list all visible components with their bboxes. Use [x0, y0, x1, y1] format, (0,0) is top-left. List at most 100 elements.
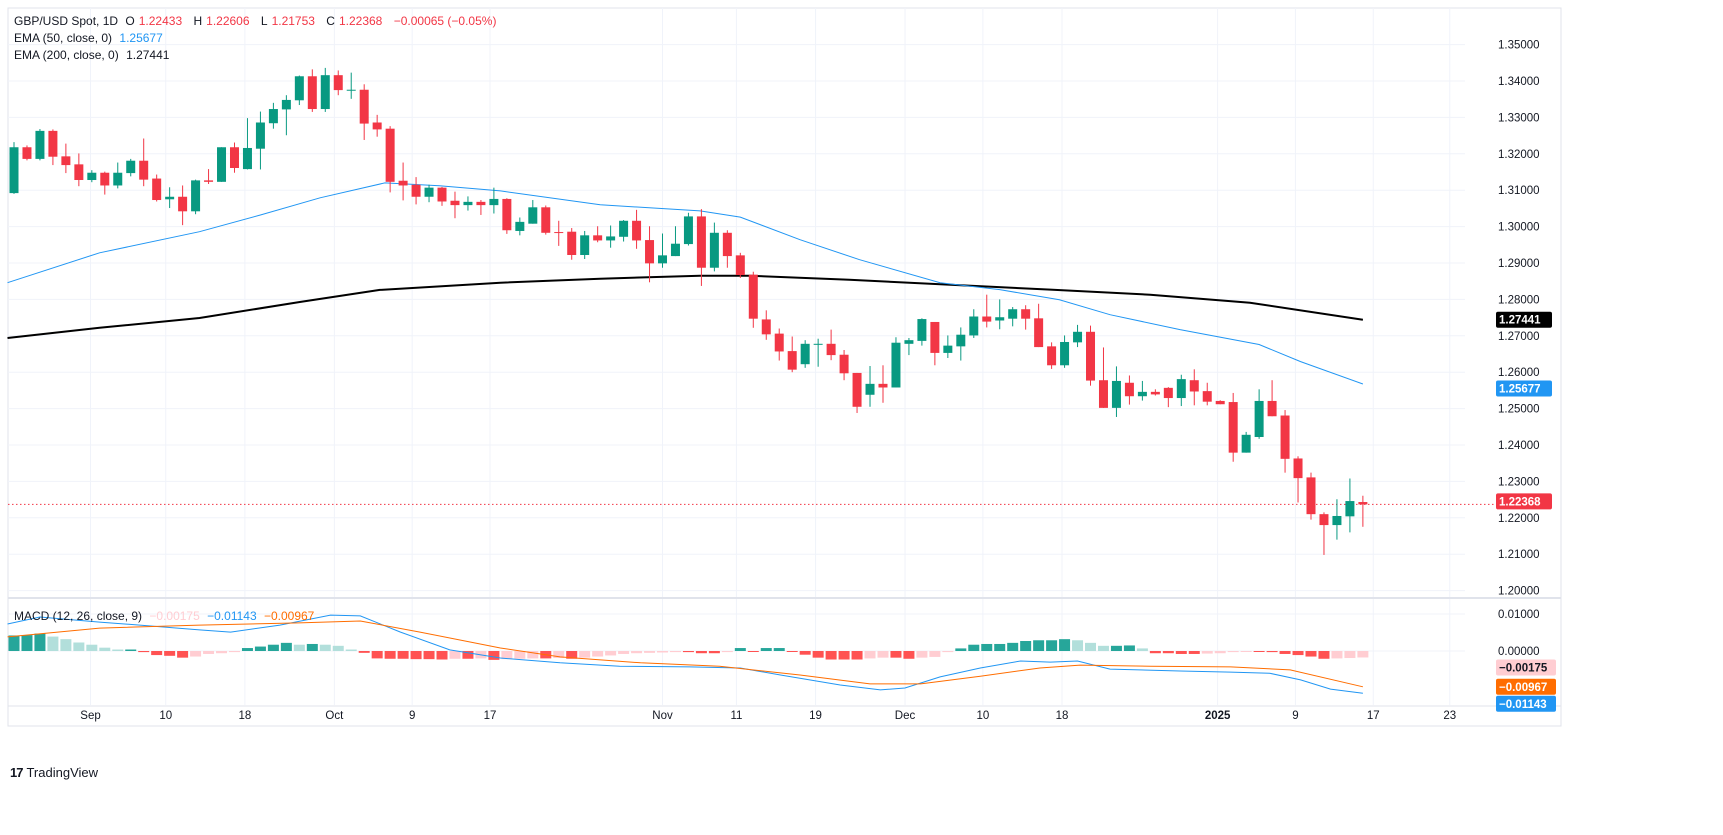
candle[interactable] — [489, 187, 499, 214]
candle[interactable] — [709, 222, 719, 272]
candle[interactable] — [1150, 389, 1160, 396]
candle[interactable] — [165, 187, 175, 209]
candle[interactable] — [606, 225, 616, 248]
candle[interactable] — [359, 84, 369, 140]
candle[interactable] — [9, 142, 19, 194]
candle[interactable] — [87, 170, 97, 183]
candle[interactable] — [255, 111, 265, 170]
candle[interactable] — [1073, 324, 1083, 348]
candle[interactable] — [113, 162, 123, 189]
candle[interactable] — [800, 340, 810, 368]
symbol-title[interactable]: GBP/USD Spot, 1D — [14, 14, 119, 28]
symbol-legend[interactable]: GBP/USD Spot, 1D O 1.22433 H 1.22606 L 1.21… — [14, 14, 500, 28]
candle[interactable] — [567, 228, 577, 260]
candle[interactable] — [1189, 369, 1199, 406]
candle[interactable] — [735, 252, 745, 278]
candle[interactable] — [1163, 387, 1173, 408]
candle[interactable] — [1176, 374, 1186, 407]
candle[interactable] — [1358, 495, 1368, 527]
candle[interactable] — [891, 337, 901, 388]
candle[interactable] — [904, 337, 914, 356]
candle[interactable] — [1306, 472, 1316, 520]
candle[interactable] — [1319, 512, 1329, 555]
candle[interactable] — [1137, 380, 1147, 401]
candle[interactable] — [1280, 410, 1290, 473]
candle[interactable] — [294, 75, 304, 106]
candle[interactable] — [437, 186, 447, 206]
candle[interactable] — [178, 185, 188, 226]
candle[interactable] — [1215, 400, 1225, 405]
candle[interactable] — [74, 153, 84, 187]
ema50-legend[interactable]: EMA (50, close, 0) 1.25677 — [14, 31, 167, 45]
candle[interactable] — [813, 338, 823, 367]
candle[interactable] — [852, 372, 862, 413]
candle[interactable] — [995, 299, 1005, 330]
candle[interactable] — [670, 226, 680, 257]
candle[interactable] — [541, 205, 551, 235]
candle[interactable] — [1267, 380, 1277, 417]
candle[interactable] — [1021, 305, 1031, 330]
candle[interactable] — [1034, 303, 1044, 348]
candle[interactable] — [645, 226, 655, 283]
candle[interactable] — [1254, 389, 1264, 439]
candle[interactable] — [865, 366, 875, 407]
candle[interactable] — [450, 191, 460, 219]
candle[interactable] — [632, 209, 642, 249]
candle[interactable] — [748, 271, 758, 328]
candle[interactable] — [1086, 325, 1096, 386]
candle[interactable] — [281, 95, 291, 136]
macd-legend[interactable]: MACD (12, 26, close, 9) −0.00175 −0.0114… — [14, 609, 318, 623]
candle[interactable] — [268, 102, 278, 129]
candle[interactable] — [139, 138, 149, 187]
macd-pane[interactable] — [7, 614, 1369, 694]
candle[interactable] — [787, 336, 797, 373]
candle[interactable] — [528, 200, 538, 224]
candle[interactable] — [385, 126, 395, 193]
tradingview-logo[interactable]: 17 TradingView — [10, 765, 98, 780]
candle[interactable] — [424, 184, 434, 203]
candle[interactable] — [502, 198, 512, 234]
candle[interactable] — [774, 328, 784, 361]
candle[interactable] — [126, 158, 136, 177]
candle[interactable] — [878, 365, 888, 403]
candle[interactable] — [1124, 375, 1134, 405]
candle[interactable] — [1098, 347, 1108, 408]
candle[interactable] — [1293, 456, 1303, 503]
candle[interactable] — [1345, 478, 1355, 533]
candle[interactable] — [826, 329, 836, 361]
candle[interactable] — [1047, 342, 1057, 369]
candle[interactable] — [722, 230, 732, 268]
candle[interactable] — [100, 171, 110, 195]
candle[interactable] — [969, 309, 979, 338]
candle[interactable] — [229, 142, 239, 173]
candle[interactable] — [242, 118, 252, 170]
candle[interactable] — [956, 327, 966, 361]
candle[interactable] — [593, 226, 603, 243]
candle[interactable] — [191, 179, 201, 215]
candle[interactable] — [463, 196, 473, 211]
price-pane[interactable] — [7, 67, 1496, 555]
candle[interactable] — [372, 114, 382, 137]
ema200-legend[interactable]: EMA (200, close, 0) 1.27441 — [14, 48, 173, 62]
candle[interactable] — [476, 200, 486, 215]
candle[interactable] — [917, 318, 927, 346]
candle[interactable] — [307, 69, 317, 112]
candle[interactable] — [982, 294, 992, 328]
candle[interactable] — [761, 310, 771, 340]
candle[interactable] — [1332, 499, 1342, 540]
candle[interactable] — [346, 72, 356, 99]
candle[interactable] — [943, 335, 953, 359]
candle[interactable] — [411, 177, 421, 205]
candle[interactable] — [333, 70, 343, 96]
candle[interactable] — [1111, 366, 1121, 417]
candle[interactable] — [35, 129, 45, 161]
candle[interactable] — [1060, 335, 1070, 368]
candle[interactable] — [1241, 431, 1251, 453]
candle[interactable] — [1008, 307, 1018, 327]
axes[interactable]: 1.35000 1.34000 1.33000 1.32000 1.31000 1.300… — [80, 40, 1556, 722]
candle[interactable] — [580, 230, 590, 259]
candle[interactable] — [554, 220, 564, 246]
candle[interactable] — [204, 169, 214, 185]
candle[interactable] — [1228, 392, 1238, 462]
